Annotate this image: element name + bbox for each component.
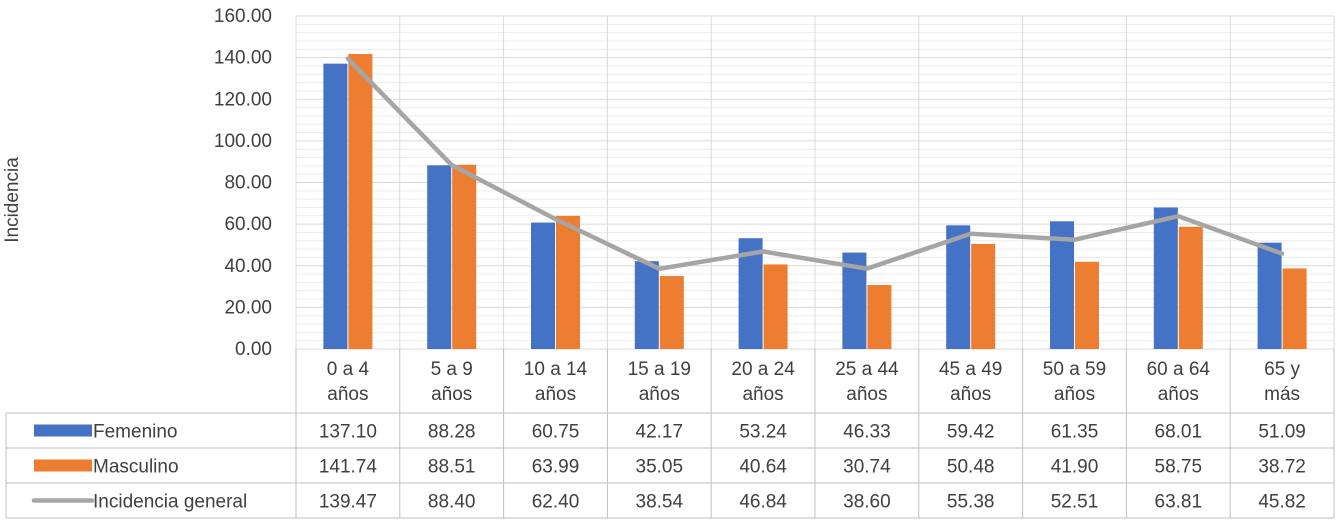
data-value-label: 38.72 <box>1258 457 1306 478</box>
bar-masculino <box>971 243 996 349</box>
category-label-line: 60 a 64 <box>1147 359 1211 380</box>
legend-key-femenino <box>34 424 92 437</box>
data-value-label: 52.51 <box>1051 492 1099 513</box>
category-label-line: 45 a 49 <box>939 359 1002 380</box>
data-value-label: 38.60 <box>843 492 891 513</box>
bar-femenino <box>1050 221 1074 349</box>
bar-masculino <box>1075 261 1099 349</box>
bar-masculino <box>867 285 892 349</box>
category-label: 45 a 49 años <box>939 359 1002 405</box>
data-value-label: 40.64 <box>739 457 787 478</box>
data-value-label: 137.10 <box>319 422 377 443</box>
data-value-label: 68.01 <box>1155 422 1203 443</box>
data-value-label: 41.90 <box>1051 457 1099 478</box>
category-label-line: años <box>1158 384 1199 405</box>
data-value-label: 30.74 <box>843 457 891 478</box>
data-value-label: 59.42 <box>947 422 995 443</box>
bar-masculino <box>659 276 684 349</box>
category-label-line: años <box>1054 384 1095 405</box>
data-value-label: 62.40 <box>532 492 580 513</box>
data-value-label: 51.09 <box>1258 422 1306 443</box>
bar-masculino <box>348 54 373 349</box>
category-label-line: 15 a 19 <box>628 359 691 380</box>
category-label-line: años <box>431 384 472 405</box>
legend-series-name: Femenino <box>93 422 178 443</box>
bar-masculino <box>1282 268 1307 349</box>
category-label-line: años <box>535 384 576 405</box>
data-value-label: 139.47 <box>319 492 377 513</box>
data-value-label: 45.82 <box>1258 492 1306 513</box>
category-label: 15 a 19 años <box>628 359 691 405</box>
bar-masculino <box>763 264 788 349</box>
data-table: 0 a 4 años 5 a 9 años 10 a 14 años 15 a 19 años… <box>5 349 1335 519</box>
data-value-label: 88.51 <box>428 457 476 478</box>
category-label-line: 0 a 4 <box>327 359 370 380</box>
y-tick-label: 60.00 <box>224 214 272 235</box>
incidencia-general-line <box>345 56 1285 272</box>
category-label-line: 10 a 14 <box>524 359 588 380</box>
line-incidencia-general <box>345 56 1285 272</box>
bar-masculino <box>556 215 580 349</box>
bar-femenino <box>1257 242 1282 349</box>
category-label: 5 a 9 años <box>431 359 473 405</box>
category-label-line: años <box>327 384 368 405</box>
bars <box>323 54 1307 350</box>
data-value-label: 46.33 <box>843 422 891 443</box>
category-label-line: 25 a 44 <box>835 359 899 380</box>
y-tick-label: 0.00 <box>235 339 272 360</box>
category-label-line: más <box>1264 384 1300 405</box>
category-label: 50 a 59 años <box>1043 359 1106 405</box>
data-value-label: 42.17 <box>636 422 684 443</box>
y-axis-tick-labels: 0.00 20.00 40.00 60.00 80.00 100.00 120.00 140.… <box>214 6 272 360</box>
y-tick-label: 100.00 <box>214 131 272 152</box>
category-label-line: 50 a 59 <box>1043 359 1106 380</box>
bar-femenino <box>323 63 348 350</box>
bar-femenino <box>427 165 452 349</box>
bar-femenino <box>946 225 971 349</box>
legend-key-masculino <box>34 459 92 472</box>
data-value-label: 55.38 <box>947 492 995 513</box>
category-label: 10 a 14 años <box>524 359 588 405</box>
data-value-label: 50.48 <box>947 457 995 478</box>
bar-masculino <box>452 164 477 349</box>
category-label-line: 5 a 9 <box>431 359 473 380</box>
data-value-label: 63.99 <box>532 457 580 478</box>
data-value-label: 60.75 <box>532 422 580 443</box>
data-value-label: 58.75 <box>1155 457 1203 478</box>
y-tick-label: 140.00 <box>214 48 272 69</box>
data-value-label: 53.24 <box>739 422 787 443</box>
y-tick-label: 160.00 <box>214 6 272 27</box>
category-label: 25 a 44 años <box>835 359 899 405</box>
bar-femenino <box>634 261 659 349</box>
y-tick-label: 120.00 <box>214 89 272 110</box>
y-tick-label: 40.00 <box>224 256 272 277</box>
data-value-label: 46.84 <box>739 492 787 513</box>
y-axis-title: Incidencia <box>2 157 23 243</box>
category-label-line: 20 a 24 <box>731 359 795 380</box>
category-label-line: 65 y <box>1264 359 1300 380</box>
y-tick-label: 20.00 <box>224 297 272 318</box>
category-label-line: años <box>742 384 783 405</box>
legend-series-name: Incidencia general <box>93 492 247 513</box>
data-value-label: 63.81 <box>1155 492 1203 513</box>
data-value-label: 61.35 <box>1051 422 1099 443</box>
category-label: 65 y más <box>1264 359 1300 405</box>
category-label: 20 a 24 años <box>731 359 795 405</box>
data-value-label: 88.40 <box>428 492 476 513</box>
category-label: 60 a 64 años <box>1147 359 1211 405</box>
data-value-label: 38.54 <box>636 492 684 513</box>
data-value-label: 141.74 <box>319 457 378 478</box>
category-label-line: años <box>846 384 887 405</box>
data-value-label: 35.05 <box>636 457 684 478</box>
bar-masculino <box>1178 226 1203 349</box>
y-tick-label: 80.00 <box>224 173 272 194</box>
category-label-line: años <box>639 384 680 405</box>
data-value-label: 88.28 <box>428 422 476 443</box>
bar-femenino <box>1153 207 1178 349</box>
bar-femenino <box>531 222 555 349</box>
category-label: 0 a 4 años <box>327 359 370 405</box>
category-label-line: años <box>950 384 991 405</box>
legend-series-name: Masculino <box>93 457 179 478</box>
